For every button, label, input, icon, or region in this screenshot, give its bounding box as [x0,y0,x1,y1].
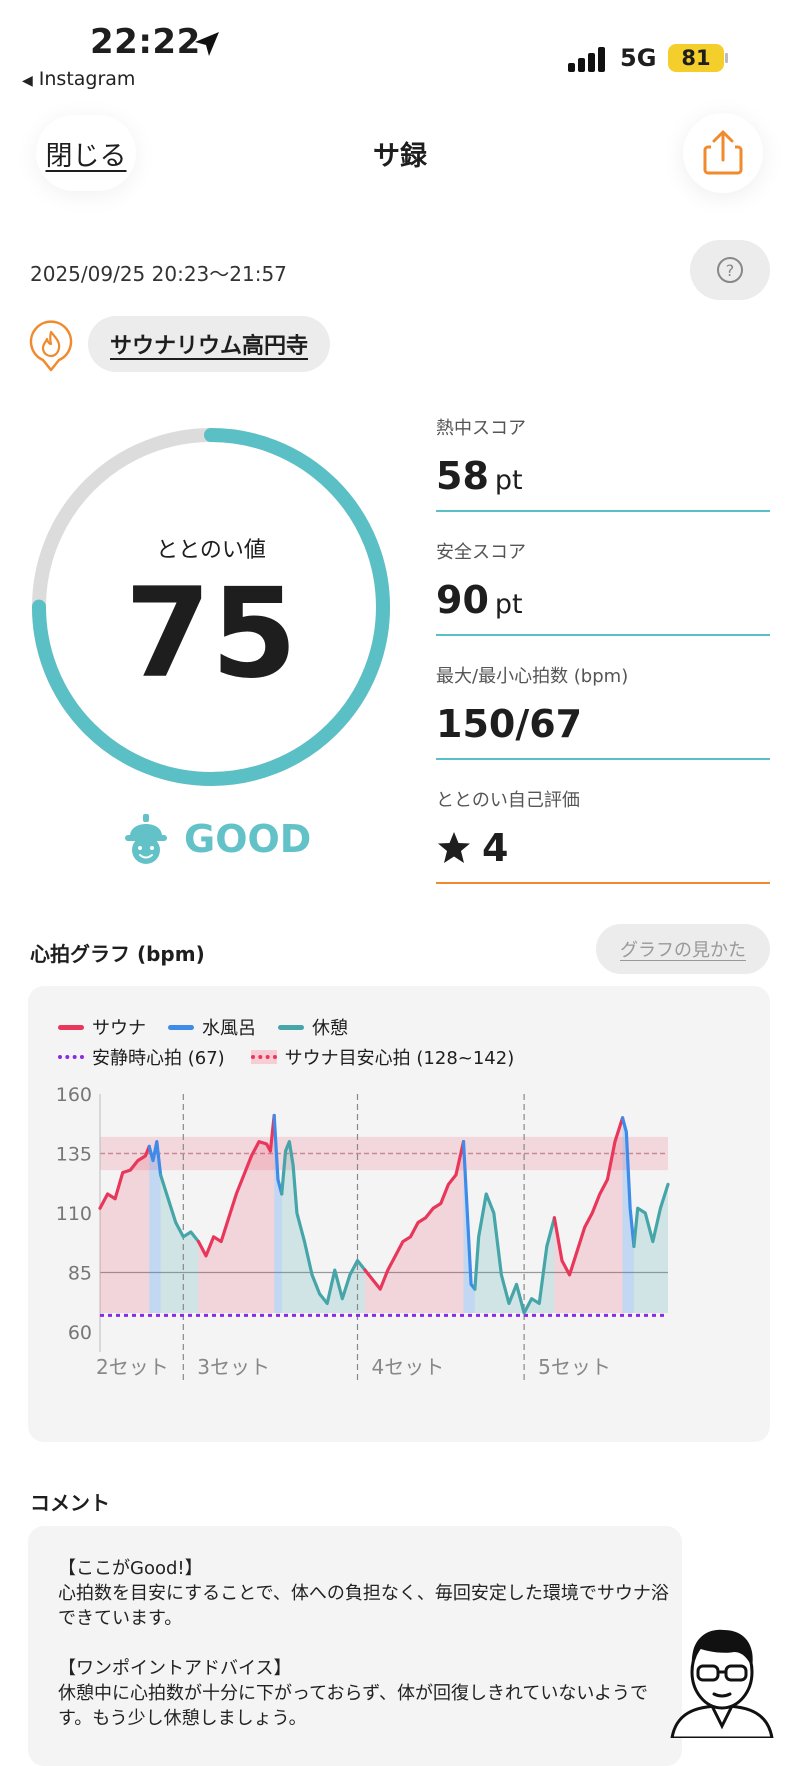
legend-swatch-resting [58,1055,84,1059]
series-line-sauna [552,1116,625,1277]
rating-text: GOOD [184,817,312,861]
back-to-app-link[interactable]: ◀ Instagram [22,68,135,90]
series-line-rest [158,1173,201,1244]
advice-heading: 【ワンポイントアドバイス】 [58,1658,292,1679]
back-triangle-icon: ◀ [22,73,33,89]
stat-value: 150/67 [436,702,583,746]
battery-cap [725,53,728,63]
signal-icon [568,46,608,72]
series-line-cold [272,1113,284,1196]
series-fill-cold [463,1141,475,1313]
close-button[interactable]: 閉じる [36,115,136,191]
comment-body: 【ここがGood!】心拍数を目安にすることで、体への負担なく、毎回安定した環境で… [58,1556,678,1756]
y-tick-label: 160 [56,1084,92,1106]
comment-title: コメント [30,1491,110,1515]
good-heading: 【ここがGood!】 [58,1558,203,1579]
series-line-cold [147,1139,163,1177]
legend-rest: 休憩 [312,1018,348,1039]
y-tick-label: 110 [56,1203,92,1225]
series-line-cold [620,1116,636,1248]
set-label: 4セット [371,1355,444,1379]
rating-badge: GOOD [122,810,311,868]
series-line-rest [473,1192,557,1315]
totonoi-gauge [32,428,390,786]
good-text: 心拍数を目安にすることで、体への負担なく、毎回安定した環境でサウナ浴できています… [58,1583,669,1629]
close-label: 閉じる [45,140,127,172]
facility-link[interactable]: サウナリウム高円寺 [88,316,331,372]
stat-value: 90 [436,578,489,622]
stat-label: 最大/最小心拍数 (bpm) [436,666,629,687]
series-line-rest [280,1139,367,1306]
stat-label: 安全スコア [436,542,526,563]
series-fill-sauna [365,1141,464,1313]
stat-self-rating: ととのい自己評価 4 [436,786,770,884]
totonoi-label: ととのい値 [156,538,266,563]
sauna-hat-face-icon [125,814,167,864]
battery-icon: 81 [668,44,724,72]
y-tick-label: 60 [68,1322,92,1344]
facility-name: サウナリウム高円寺 [110,334,309,359]
legend-swatch-cold [168,1024,194,1030]
series-fill-sauna [554,1117,623,1313]
stat-heat-score: 熱中スコア 58 pt [436,414,770,512]
location-arrow-icon [195,32,219,56]
network-type: 5G [620,44,657,72]
stat-heart-rate-range: 最大/最小心拍数 (bpm) 150/67 [436,662,770,760]
series-line-sauna [363,1139,466,1291]
question-icon: ? [717,257,743,283]
flame-pin-icon [29,320,73,372]
gauge-progress [32,428,390,786]
share-button[interactable] [683,113,763,193]
series-line-sauna [98,1144,151,1210]
totonoi-value: 75 [124,562,298,706]
set-label: 3セット [197,1355,270,1379]
set-label: 2セット [96,1355,169,1379]
heart-graph-title: 心拍グラフ (bpm) [30,942,205,966]
series-fill-sauna [100,1146,150,1313]
comment-card [28,1526,682,1766]
set-label: 5セット [538,1355,611,1379]
session-datetime: 2025/09/25 20:23〜21:57 [30,262,287,286]
star-icon [438,832,470,863]
series-line-sauna [196,1113,276,1258]
series-fill-cold [149,1141,161,1313]
legend-cold: 水風呂 [202,1018,256,1039]
share-icon [703,130,743,175]
stat-unit: pt [494,589,523,620]
back-app-label: Instagram [38,68,136,90]
series-line-cold [461,1139,477,1291]
legend-swatch-rest [278,1024,304,1030]
legend-target: サウナ目安心拍 (128~142) [284,1048,515,1069]
series-fill-sauna [198,1115,275,1313]
advisor-avatar-icon [670,1629,774,1738]
series-fill-rest [281,1141,366,1313]
series-line-rest [632,1182,670,1248]
advice-text: 休憩中に心拍数が十分に下がっておらず、体が回復しきれていないようです。もう少し休… [58,1683,649,1729]
legend-swatch-target [250,1050,277,1064]
graph-help-button[interactable]: グラフの見かた [596,924,770,974]
series-fill-rest [474,1193,555,1313]
status-time: 22:22 [90,22,201,62]
y-tick-label: 135 [56,1144,92,1166]
stat-label: ととのい自己評価 [436,790,580,811]
series-fill-cold [622,1117,634,1313]
legend-sauna: サウナ [92,1018,146,1039]
heart-graph-card: サウナ 水風呂 休憩 安静時心拍 (67) サウナ目安心拍 (128~142) … [28,986,770,1442]
stat-value: 58 [436,454,489,498]
svg-text:?: ? [726,261,735,280]
stat-label: 熱中スコア [436,418,526,439]
y-tick-label: 85 [68,1263,92,1285]
legend-resting: 安静時心拍 (67) [92,1048,225,1069]
stat-unit: pt [494,465,523,496]
stat-safety-score: 安全スコア 90 pt [436,538,770,636]
graph-help-label: グラフの見かた [620,940,746,961]
page-title: サ録 [373,141,427,172]
legend-swatch-sauna [58,1024,84,1030]
stat-value: 4 [482,826,509,870]
help-button[interactable]: ? [690,240,770,300]
